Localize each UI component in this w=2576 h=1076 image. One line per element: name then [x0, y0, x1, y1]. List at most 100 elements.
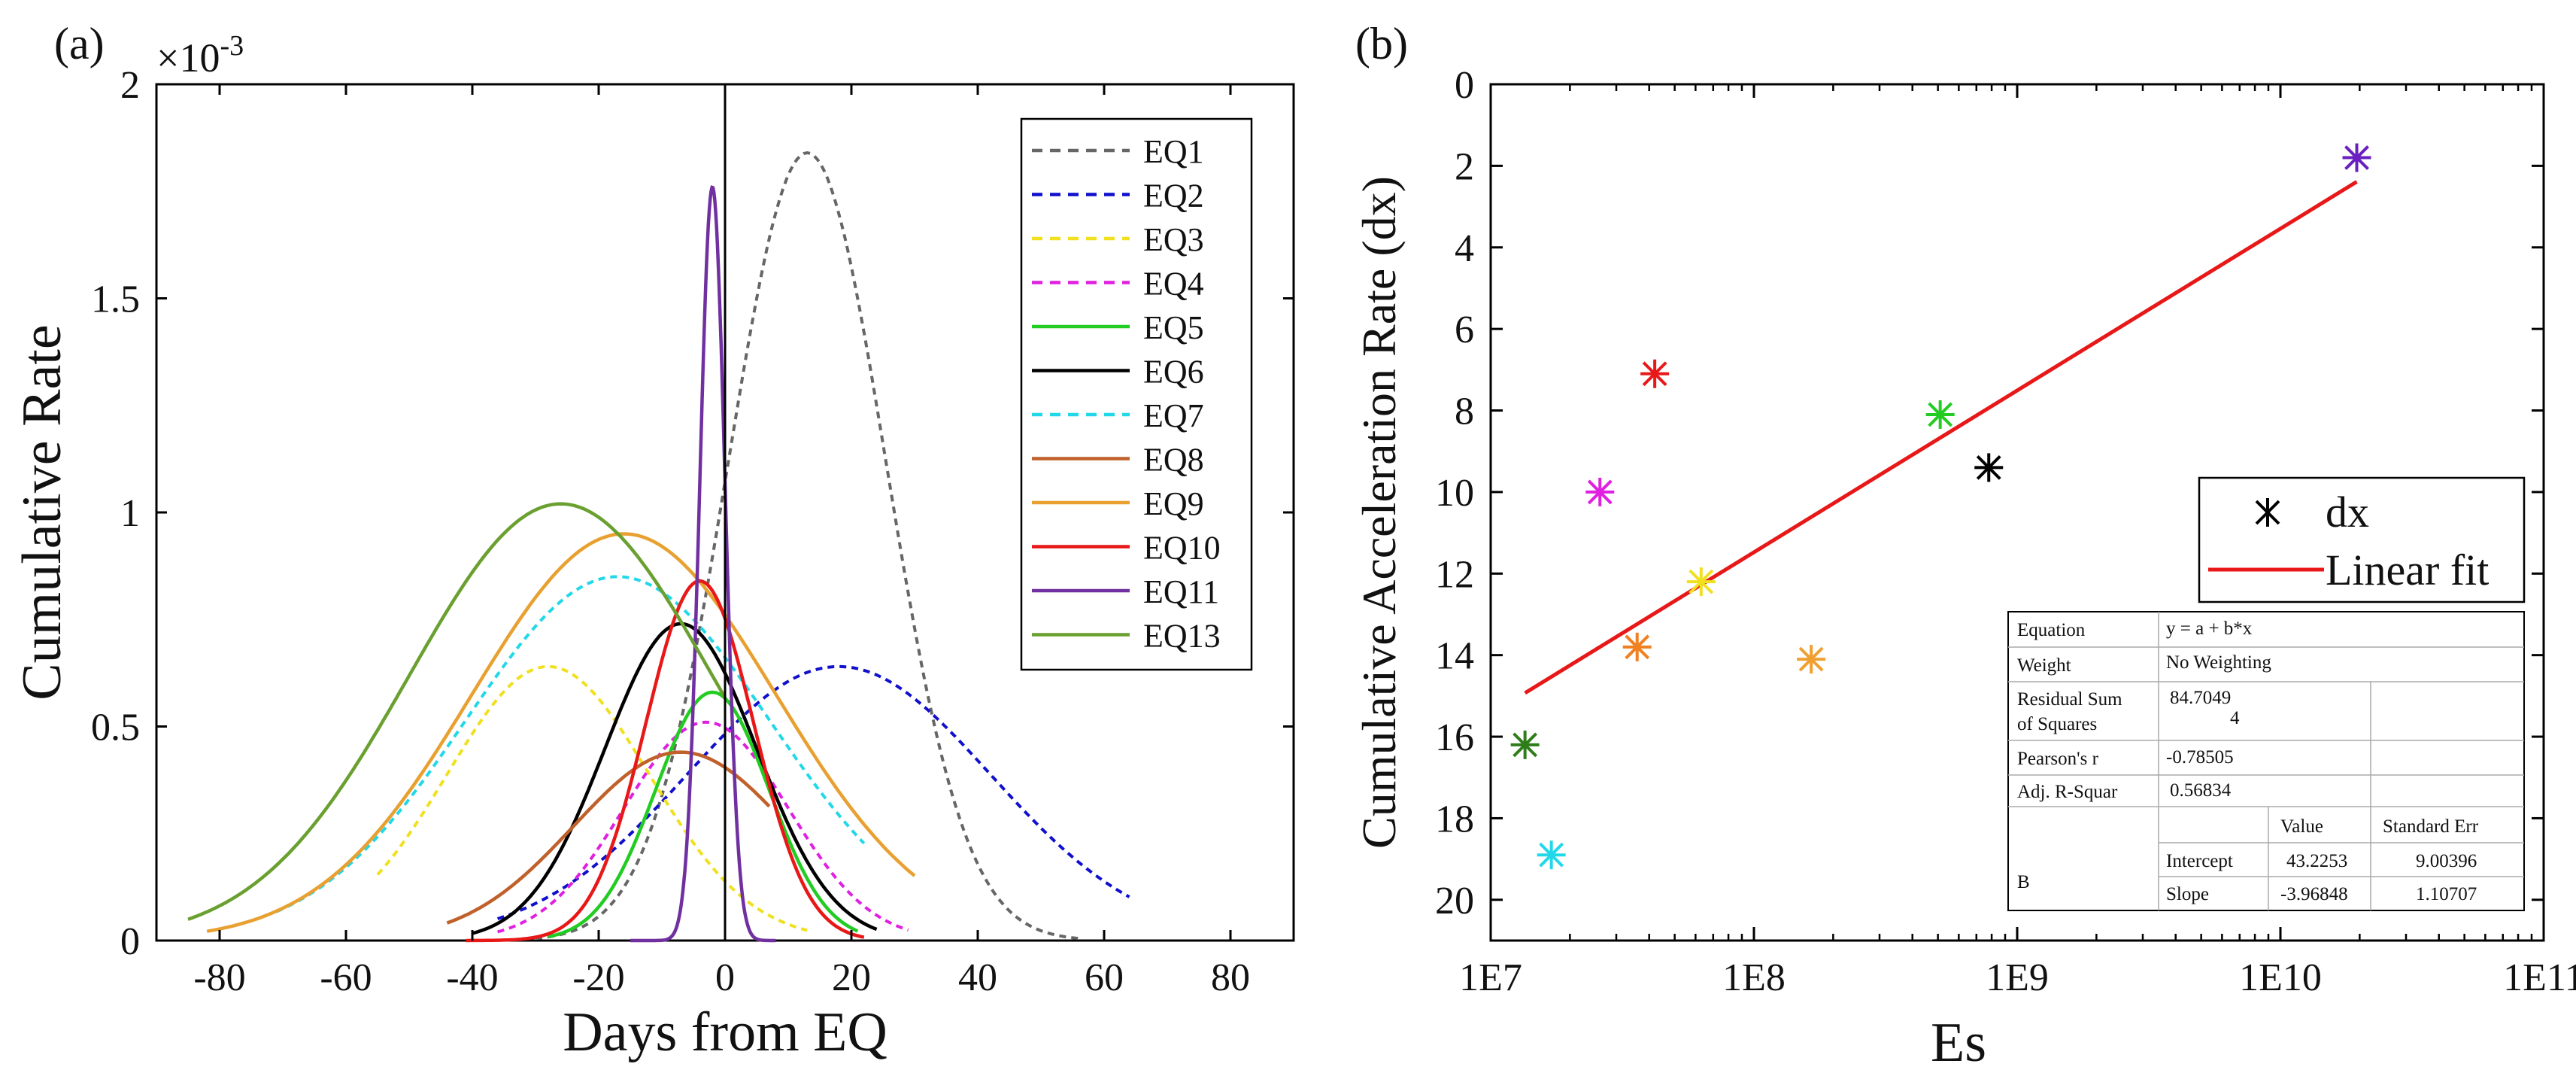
panel-b-y-axis-label: Cumulative Acceleration Rate (dx): [1352, 176, 1406, 849]
legend-label-eq10: EQ10: [1143, 530, 1221, 567]
panel-a-legend-box: [1020, 117, 1253, 671]
curve-eq5: [548, 690, 859, 939]
table-pearson-label: Pearson's r: [2017, 749, 2099, 769]
panel-b-x-tick-label: 1E8: [1722, 956, 1786, 999]
curve-eq10: [466, 579, 865, 943]
table-equation-value: y = a + b*x: [2166, 619, 2253, 639]
curve-eq4: [497, 720, 909, 934]
panel-b-x-tick-label: 1E10: [2239, 956, 2322, 999]
table-rss-value-1: 84.7049: [2170, 688, 2231, 708]
panel-a-y-tick-label: 1: [120, 492, 140, 535]
legend-label-eq6: EQ6: [1143, 354, 1204, 391]
curve-eq6: [472, 622, 878, 935]
legend-label-eq11: EQ11: [1143, 573, 1219, 610]
panel-a-x-axis-label: Days from EQ: [563, 1002, 887, 1063]
table-slope-err: 1.10707: [2416, 884, 2477, 904]
legend-label-eq5: EQ5: [1143, 309, 1204, 346]
legend-label-eq1: EQ1: [1143, 133, 1204, 170]
panel-a-legend: EQ1 EQ2 EQ3 EQ4 EQ5 EQ6 EQ7 EQ8 EQ9 EQ10 EQ11 EQ13: [1020, 117, 1253, 671]
panel-b-label: (b): [1355, 19, 1408, 68]
legend-label-eq13: EQ13: [1143, 618, 1221, 655]
scatter-point: [1974, 453, 2004, 482]
curve-eq8: [446, 750, 771, 925]
table-slope-label: Slope: [2166, 884, 2209, 904]
panel-a-y-multiplier: ×10-3: [156, 30, 244, 81]
table-pearson-value: -0.78505: [2166, 747, 2234, 767]
curve-eq11: [630, 185, 776, 943]
table-intercept-label: Intercept: [2166, 851, 2233, 871]
panel-b-y-tick-label: 10: [1435, 472, 1474, 515]
legend-dx-label: dx: [2326, 488, 2369, 536]
panel-b-y-tick-label: 6: [1455, 309, 1474, 351]
panel-a-label: (a): [54, 19, 105, 68]
panel-a: (a) ×10-3 -80 -60 -40 -20 0 20 40 60 80 0 0.5 1 1.5…: [11, 19, 1295, 1063]
curve-eq13: [187, 502, 727, 921]
table-adjr-value: 0.56834: [2170, 780, 2232, 801]
legend-linear-fit-label: Linear fit: [2326, 546, 2489, 594]
table-group-label: B: [2017, 872, 2030, 892]
panel-a-y-tick-label: 0.5: [91, 707, 140, 749]
table-adjr-label: Adj. R-Squar: [2017, 782, 2118, 802]
table-weight-label: Weight: [2017, 655, 2071, 676]
scatter-point: [1797, 645, 1826, 674]
panel-a-x-tick-label: 60: [1085, 956, 1124, 999]
scatter-point: [1510, 730, 1540, 759]
panel-b-x-tick-label: 1E9: [1986, 956, 2049, 999]
legend-label-eq2: EQ2: [1143, 178, 1204, 214]
panel-b-y-tick-label: 20: [1435, 880, 1474, 923]
linear-fit-line: [1524, 180, 2358, 695]
panel-b-y-tick-label: 0: [1455, 64, 1474, 107]
panel-b-x-axis-label: Es: [1931, 1012, 1986, 1074]
panel-b-y-tick-label: 4: [1455, 227, 1474, 270]
panel-a-x-tick-label: -80: [193, 956, 245, 999]
legend-label-eq8: EQ8: [1143, 442, 1204, 479]
panel-a-x-tick-label: 0: [715, 956, 735, 999]
panel-b-y-tick-label: 8: [1455, 391, 1474, 433]
legend-label-eq3: EQ3: [1143, 221, 1204, 258]
panel-b-y-tick-label: 2: [1455, 145, 1474, 188]
curve-eq9: [206, 532, 916, 933]
panel-b-y-tick-label: 18: [1435, 798, 1474, 840]
table-slope-value: -3.96848: [2280, 884, 2348, 904]
table-equation-label: Equation: [2017, 620, 2086, 640]
legend-dx-marker: [2255, 498, 2280, 527]
panel-a-y-axis-label: Cumulative Rate: [11, 324, 73, 700]
legend-label-eq4: EQ4: [1143, 266, 1204, 302]
panel-b-legend: dx Linear fit: [2198, 476, 2526, 603]
table-rss-value-2: 4: [2230, 708, 2240, 728]
panel-a-x-tick-label: 80: [1211, 956, 1250, 999]
scatter-point: [1585, 477, 1615, 506]
table-value-header: Value: [2280, 816, 2323, 837]
fit-statistics-table: Equation y = a + b*x Weight No Weighting…: [2007, 611, 2525, 911]
curve-eq7: [275, 575, 866, 913]
panel-a-x-tick-label: -20: [572, 956, 624, 999]
panel-b-x-tick-label: 1E11: [2503, 956, 2576, 999]
scatter-point: [1640, 359, 1670, 388]
panel-a-x-tick-label: -40: [446, 956, 498, 999]
panel-a-y-tick-label: 2: [120, 64, 140, 107]
table-intercept-value: 43.2253: [2286, 851, 2347, 871]
curve-eq3: [376, 664, 808, 932]
legend-label-eq7: EQ7: [1143, 397, 1204, 434]
panel-a-x-tick-label: -60: [320, 956, 372, 999]
curve-eq1: [535, 150, 1079, 941]
panel-b-y-tick-label: 12: [1435, 553, 1474, 596]
curve-eq2: [496, 664, 1130, 920]
legend-label-eq9: EQ9: [1143, 485, 1204, 522]
panel-b: (b) 1E7 1E8 1E9 1E10 1E11 02468101214161820 …: [1352, 19, 2576, 1074]
panel-a-x-tick-label: 20: [832, 956, 871, 999]
panel-a-y-tick-label: 1.5: [91, 278, 140, 321]
table-stderr-header: Standard Err: [2383, 816, 2479, 837]
table-rss-label-1: Residual Sum: [2017, 689, 2122, 710]
panel-b-x-tick-label: 1E7: [1459, 956, 1522, 999]
table-intercept-err: 9.00396: [2416, 851, 2477, 871]
scatter-point: [1925, 400, 1955, 429]
panel-b-legend-box: [2198, 476, 2526, 603]
scatter-point: [1537, 840, 1566, 870]
scatter-point: [1686, 567, 1716, 597]
scatter-point: [2342, 143, 2371, 172]
panel-b-y-tick-label: 14: [1435, 635, 1474, 678]
panel-a-x-tick-label: 40: [958, 956, 997, 999]
panel-a-y-tick-label: 0: [120, 920, 140, 963]
